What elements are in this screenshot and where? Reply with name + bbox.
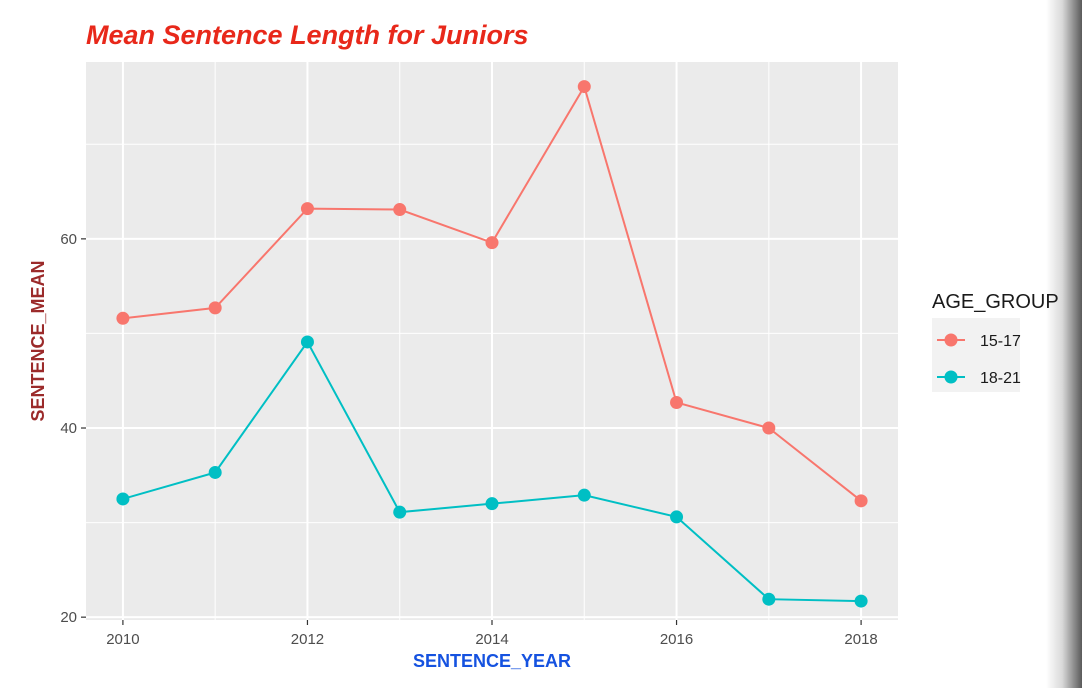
- data-point-15-17: [300, 202, 314, 216]
- data-point-15-17: [577, 80, 591, 94]
- data-point-15-17: [854, 494, 868, 508]
- legend-label-15-17: 15-17: [980, 333, 1021, 350]
- legend-key-point-18-21: [944, 370, 958, 384]
- data-point-18-21: [393, 505, 407, 519]
- data-point-15-17: [670, 395, 684, 409]
- data-point-15-17: [116, 311, 130, 325]
- page-edge-shadow: [1046, 0, 1082, 688]
- x-tick-label: 2016: [660, 631, 693, 648]
- y-tick-label: 60: [60, 231, 77, 248]
- data-point-18-21: [854, 594, 868, 608]
- data-point-15-17: [208, 301, 222, 315]
- legend: AGE_GROUP 15-17 18-21: [932, 291, 1059, 392]
- axis-layer: 2010 2012 2014 2016 2018 20 40 60: [60, 231, 877, 648]
- data-point-18-21: [116, 492, 130, 506]
- x-tick-label: 2010: [106, 631, 139, 648]
- legend-key-point-15-17: [944, 333, 958, 347]
- data-point-18-21: [485, 497, 499, 511]
- data-point-18-21: [208, 465, 222, 479]
- data-point-18-21: [670, 510, 684, 524]
- major-gridlines: [86, 62, 898, 620]
- y-tick-label: 40: [60, 420, 77, 437]
- data-point-15-17: [393, 203, 407, 217]
- data-point-18-21: [762, 592, 776, 606]
- legend-label-18-21: 18-21: [980, 370, 1021, 387]
- y-axis-title: SENTENCE_MEAN: [28, 260, 48, 421]
- data-point-15-17: [762, 421, 776, 435]
- x-tick-label: 2012: [291, 631, 324, 648]
- data-point-15-17: [485, 236, 499, 250]
- legend-title: AGE_GROUP: [932, 291, 1059, 313]
- x-axis-title: SENTENCE_YEAR: [413, 651, 571, 671]
- series-layer: [116, 80, 868, 608]
- x-tick-label: 2018: [844, 631, 877, 648]
- x-tick-label: 2014: [475, 631, 508, 648]
- chart-title: Mean Sentence Length for Juniors: [86, 20, 529, 50]
- data-point-18-21: [577, 488, 591, 502]
- y-tick-label: 20: [60, 609, 77, 626]
- data-point-18-21: [300, 335, 314, 349]
